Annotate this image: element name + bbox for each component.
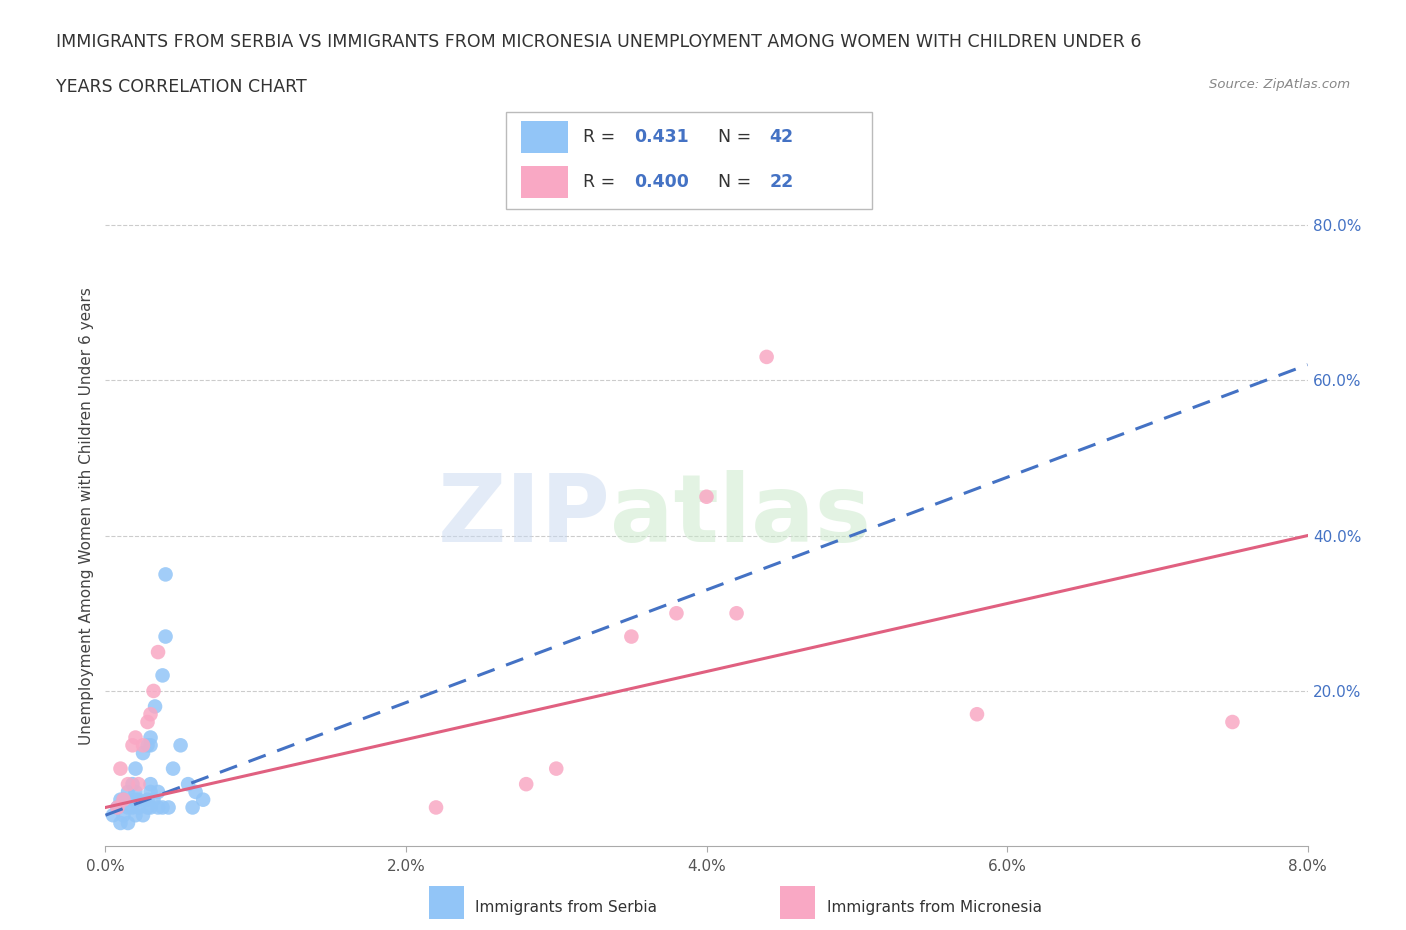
Point bbox=[121, 777, 143, 791]
Point bbox=[1222, 714, 1244, 729]
Text: atlas: atlas bbox=[610, 471, 872, 562]
Text: Source: ZipAtlas.com: Source: ZipAtlas.com bbox=[1209, 78, 1350, 91]
Point bbox=[177, 777, 200, 791]
Point bbox=[181, 800, 204, 815]
Point bbox=[139, 737, 162, 752]
Point bbox=[128, 800, 150, 815]
Point bbox=[146, 644, 169, 659]
Point bbox=[107, 800, 129, 815]
Point bbox=[117, 816, 139, 830]
Point bbox=[696, 489, 718, 504]
Point bbox=[136, 792, 159, 807]
Point bbox=[755, 350, 778, 365]
Point bbox=[128, 792, 150, 807]
Point bbox=[117, 785, 139, 800]
Point bbox=[136, 800, 159, 815]
Point bbox=[101, 808, 124, 823]
Text: R =: R = bbox=[583, 128, 620, 146]
Point bbox=[139, 800, 162, 815]
Point bbox=[124, 761, 146, 776]
Point bbox=[117, 777, 139, 791]
Text: IMMIGRANTS FROM SERBIA VS IMMIGRANTS FROM MICRONESIA UNEMPLOYMENT AMONG WOMEN WI: IMMIGRANTS FROM SERBIA VS IMMIGRANTS FRO… bbox=[56, 33, 1142, 50]
Point bbox=[121, 800, 143, 815]
Point bbox=[152, 800, 174, 815]
Point bbox=[110, 761, 132, 776]
Point bbox=[107, 800, 129, 815]
Text: R =: R = bbox=[583, 173, 620, 191]
Point bbox=[184, 785, 207, 800]
Point bbox=[124, 792, 146, 807]
Y-axis label: Unemployment Among Women with Children Under 6 years: Unemployment Among Women with Children U… bbox=[79, 287, 94, 745]
Point bbox=[124, 785, 146, 800]
Point bbox=[142, 684, 165, 698]
FancyBboxPatch shape bbox=[506, 112, 872, 209]
Text: Immigrants from Micronesia: Immigrants from Micronesia bbox=[827, 900, 1042, 915]
Point bbox=[146, 800, 169, 815]
Text: ZIP: ZIP bbox=[437, 471, 610, 562]
Point bbox=[966, 707, 988, 722]
Point bbox=[112, 792, 135, 807]
Point bbox=[665, 605, 688, 620]
Point bbox=[128, 777, 150, 791]
Text: N =: N = bbox=[718, 128, 756, 146]
Point bbox=[112, 792, 135, 807]
Point bbox=[139, 730, 162, 745]
Point bbox=[620, 629, 643, 644]
Point bbox=[157, 800, 180, 815]
Point bbox=[121, 737, 143, 752]
Point bbox=[425, 800, 447, 815]
Point bbox=[152, 668, 174, 683]
Text: 0.400: 0.400 bbox=[634, 173, 689, 191]
Point bbox=[155, 629, 177, 644]
Text: 22: 22 bbox=[769, 173, 793, 191]
Point bbox=[117, 800, 139, 815]
Bar bbox=[520, 122, 568, 153]
Point bbox=[169, 737, 191, 752]
Point bbox=[146, 785, 169, 800]
Point bbox=[110, 816, 132, 830]
Text: 0.431: 0.431 bbox=[634, 128, 689, 146]
Point bbox=[139, 707, 162, 722]
Point bbox=[162, 761, 184, 776]
Point bbox=[132, 746, 155, 761]
Point bbox=[546, 761, 568, 776]
Text: Immigrants from Serbia: Immigrants from Serbia bbox=[475, 900, 657, 915]
Point bbox=[191, 792, 214, 807]
Text: 42: 42 bbox=[769, 128, 793, 146]
Point bbox=[143, 699, 166, 714]
Point bbox=[139, 777, 162, 791]
Point bbox=[132, 808, 155, 823]
Point bbox=[132, 737, 155, 752]
Bar bbox=[520, 166, 568, 197]
Point bbox=[142, 792, 165, 807]
Point bbox=[725, 605, 748, 620]
Point bbox=[124, 730, 146, 745]
Point bbox=[110, 792, 132, 807]
Point bbox=[515, 777, 537, 791]
Point bbox=[112, 808, 135, 823]
Point bbox=[124, 808, 146, 823]
Point bbox=[136, 714, 159, 729]
Point bbox=[136, 737, 159, 752]
Point bbox=[155, 567, 177, 582]
Text: YEARS CORRELATION CHART: YEARS CORRELATION CHART bbox=[56, 78, 307, 96]
Text: N =: N = bbox=[718, 173, 756, 191]
Point bbox=[139, 785, 162, 800]
